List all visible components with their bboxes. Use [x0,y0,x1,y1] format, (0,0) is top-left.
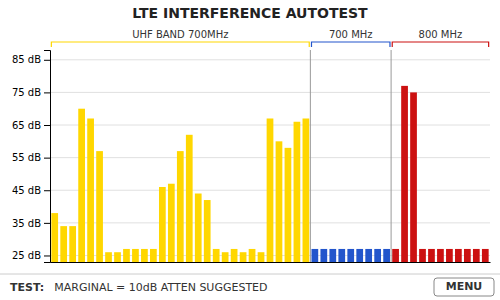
bar [258,252,265,262]
bar [168,184,175,262]
bar [311,249,318,262]
bar [303,118,310,262]
band-brackets: UHF BAND 700MHz 700 MHz 800 MHz [51,29,488,47]
bar [356,249,363,262]
y-tick-label: 75 dB [12,87,41,98]
menu-label[interactable]: MENU [446,280,483,293]
bars [51,86,488,262]
y-tick: 45 dB [12,185,50,196]
y-tick-mark [44,158,50,159]
band-separator [310,50,311,262]
band-separator [391,50,392,262]
bar [455,249,462,262]
bar-series [392,86,488,262]
bar [105,252,112,262]
bar [186,135,193,262]
bar [204,200,211,262]
y-tick-mark [44,223,50,224]
title: LTE INTERFERENCE AUTOTEST [132,5,368,21]
bar [132,249,139,262]
bar [446,249,453,262]
bar [473,249,480,262]
bar [177,151,184,262]
bar [69,226,76,262]
bar [159,187,166,262]
y-tick-mark [44,125,50,126]
bar [428,249,435,262]
annotation: MARGINAL = 10dB ATTEN SUGGESTED [54,281,267,294]
bar [338,249,345,262]
bar [392,249,399,262]
footer: TEST: MARGINAL = 10dB ATTEN SUGGESTED MENU [0,274,500,296]
bar [123,249,130,262]
y-axis: 25 dB 35 dB 45 dB 55 dB 65 dB 75 dB 85 dB [12,51,51,263]
bar [60,226,67,262]
bar [482,249,489,262]
bar [320,249,327,262]
y-axis-line [44,51,51,263]
menu-button[interactable] [434,278,494,296]
bar [222,252,229,262]
y-tick: 75 dB [12,87,50,98]
x-axis-line [51,262,491,263]
bar [114,252,121,262]
grid-line [50,59,490,60]
y-tick-mark [44,255,50,256]
grid-line [50,92,490,93]
y-tick-mark [44,60,50,61]
bar [294,122,301,262]
bar [96,151,103,262]
band-bracket [51,42,309,47]
bar [347,249,354,262]
band-separators [310,50,391,262]
y-tick: 85 dB [12,54,50,65]
y-tick-label: 45 dB [12,185,41,196]
band-label: UHF BAND 700MHz [132,29,228,40]
bar [213,249,220,262]
y-tick-mark [44,190,50,191]
bar [195,194,202,262]
y-tick: 55 dB [12,152,50,163]
y-tick-label: 25 dB [12,250,41,261]
bar [87,118,94,262]
y-tick-label: 35 dB [12,218,41,229]
bar [285,148,292,262]
bar [464,249,471,262]
y-tick-label: 85 dB [12,54,41,65]
band-bracket [392,42,488,47]
bar [150,249,157,262]
bar-series [51,109,309,262]
bar [231,249,238,262]
bar [141,249,148,262]
bar [249,249,256,262]
bar [78,109,85,262]
band-label: 700 MHz [329,29,373,40]
y-tick-label: 55 dB [12,152,41,163]
bar [365,249,372,262]
x-axis [51,262,491,263]
annotation: TEST: [10,281,44,294]
bar [51,213,58,262]
y-tick-label: 65 dB [12,120,41,131]
y-tick: 25 dB [12,250,50,261]
y-tick-mark [44,92,50,93]
bar [329,249,336,262]
bar [276,141,283,262]
y-tick: 35 dB [12,218,50,229]
bar [383,249,390,262]
bar [401,86,408,262]
bar [410,92,417,262]
bar-series [311,249,389,262]
bar [240,252,247,262]
band-label: 800 MHz [419,29,463,40]
bar [374,249,381,262]
bar [419,249,426,262]
y-tick: 65 dB [12,120,50,131]
footer-rule [0,274,500,275]
bar [437,249,444,262]
bar [267,118,274,262]
chart: LTE INTERFERENCE AUTOTEST UHF BAND 700MHz… [0,0,500,300]
band-bracket [311,42,389,47]
